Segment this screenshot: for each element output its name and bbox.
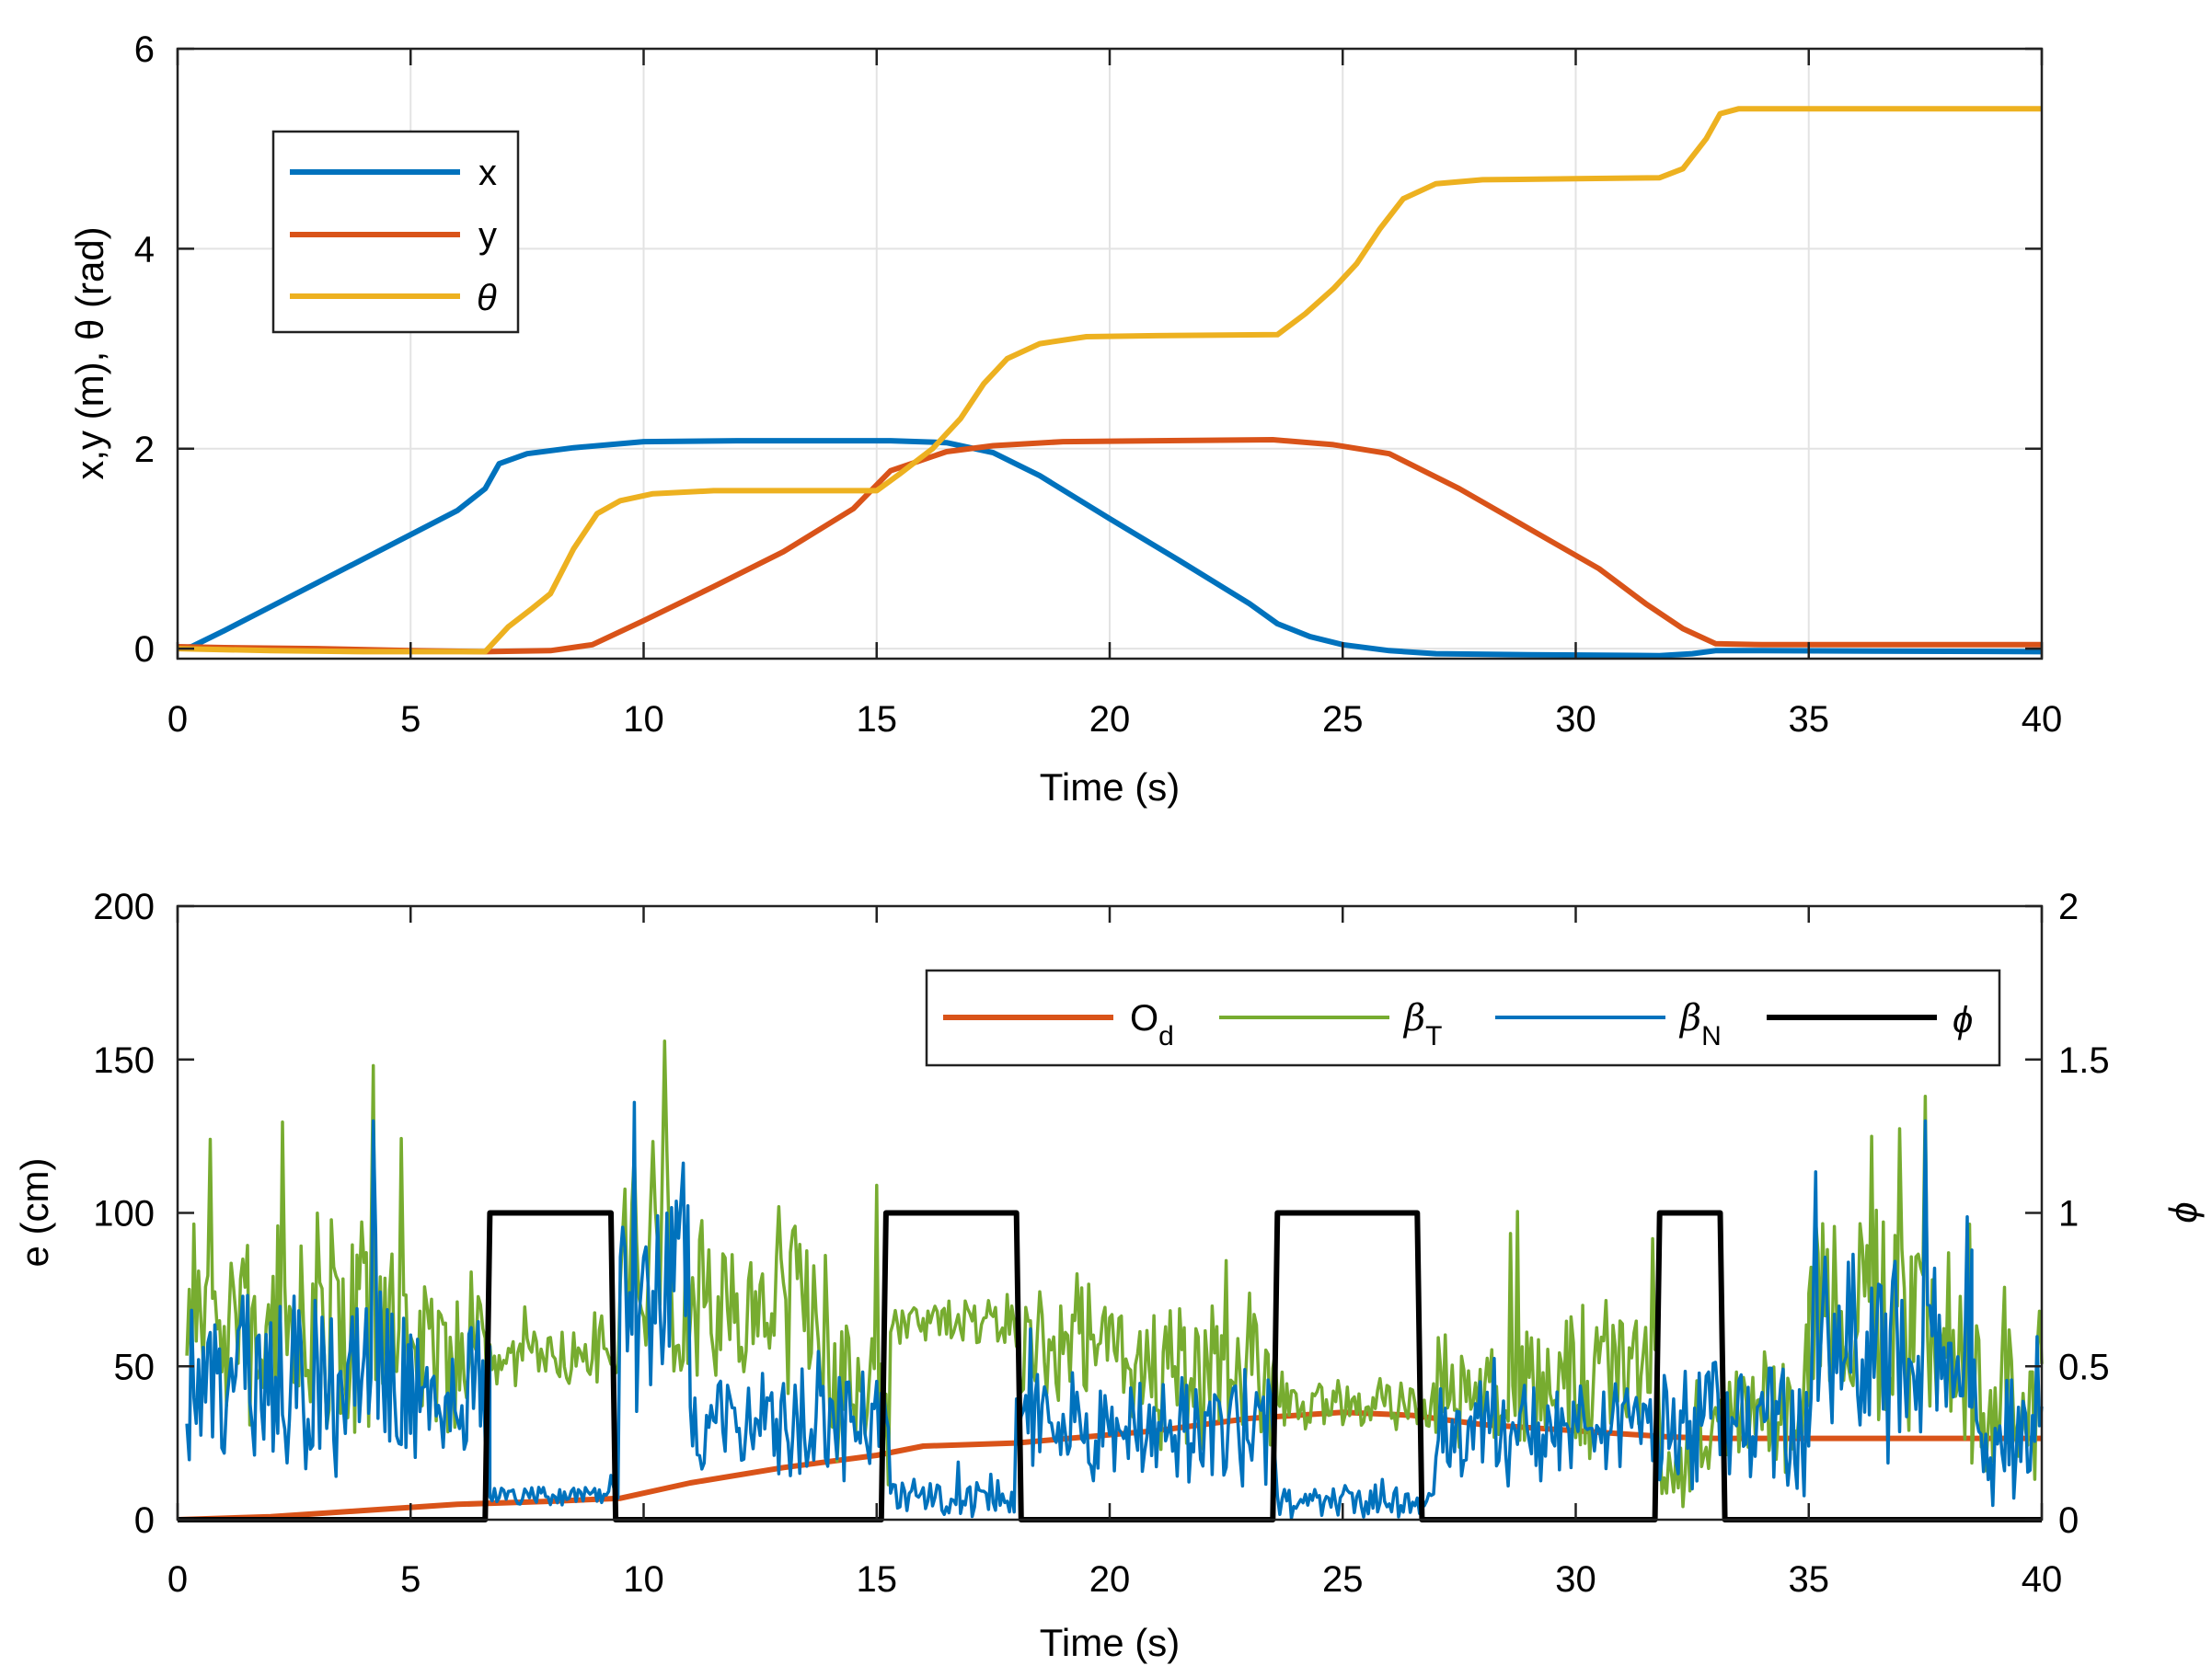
- legend-label-od: Od: [1130, 998, 1174, 1051]
- bottom-ytick-label-0: 0: [134, 1500, 155, 1541]
- legend-label-beta-t-base: β: [1402, 997, 1425, 1040]
- top-xtick-label-10: 10: [623, 699, 664, 740]
- bottom-xtick-label-5: 5: [400, 1559, 421, 1600]
- legend-label-theta: θ: [477, 278, 497, 318]
- bottom-xtick-label-35: 35: [1789, 1559, 1830, 1600]
- bottom-xtick-label-30: 30: [1555, 1559, 1596, 1600]
- legend-label-od-sub: d: [1158, 1021, 1174, 1051]
- top-series-y: [177, 437, 2042, 655]
- top-xtick-label-5: 5: [400, 699, 421, 740]
- top-chart-series: [177, 106, 2043, 659]
- top-xtick-label-30: 30: [1555, 699, 1596, 740]
- bottom-xtick-label-10: 10: [623, 1559, 664, 1600]
- top-chart-legend: x y θ: [271, 130, 520, 334]
- top-xtick-label-0: 0: [167, 699, 188, 740]
- top-ytick-label-0: 0: [134, 629, 155, 670]
- bottom-ytick-label-100: 100: [93, 1194, 155, 1235]
- top-chart-xlabel: Time (s): [1040, 765, 1180, 809]
- top-xtick-label-40: 40: [2022, 699, 2063, 740]
- bottom-xtick-label-25: 25: [1322, 1559, 1364, 1600]
- bottom-chart-ylabel: e (cm): [13, 1158, 56, 1268]
- bottom-chart-xlabel: Time (s): [1040, 1621, 1180, 1664]
- bottom-xtick-label-20: 20: [1089, 1559, 1131, 1600]
- top-chart-ticks: 0 5 10 15 20 25 30 35 40 0 2 4 6: [134, 29, 2063, 740]
- top-series-theta: [177, 106, 2042, 655]
- legend-label-beta-n: βN: [1678, 997, 1722, 1051]
- bottom-series-beta-n: [185, 1100, 2044, 1521]
- top-xtick-label-20: 20: [1089, 699, 1131, 740]
- bottom-xtick-label-15: 15: [857, 1559, 898, 1600]
- top-xtick-label-35: 35: [1789, 699, 1830, 740]
- legend-label-beta-t: βT: [1402, 997, 1442, 1051]
- legend-label-beta-t-sub: T: [1425, 1021, 1442, 1051]
- bottom-ytick-label-200: 200: [93, 887, 155, 927]
- legend-label-phi: ϕ: [1953, 1000, 1973, 1040]
- legend-label-beta-n-sub: N: [1701, 1021, 1722, 1051]
- top-xtick-label-15: 15: [857, 699, 898, 740]
- bottom-series-beta-t: [185, 1040, 2044, 1509]
- bottom-xtick-label-0: 0: [167, 1559, 188, 1600]
- bottom-chart-ylabel-right: ϕ: [2168, 1201, 2211, 1223]
- legend-label-x: x: [478, 153, 497, 193]
- bottom-chart: 0 5 10 15 20 25 30 35 40 0 50 100 150 200 0 0.5 1 1.5 2 Ti…: [13, 887, 2211, 1664]
- bottom-ytick-right-label-0.5: 0.5: [2058, 1347, 2110, 1387]
- bottom-ytick-right-label-0: 0: [2058, 1500, 2079, 1541]
- top-ytick-label-2: 2: [134, 430, 155, 470]
- bottom-ytick-right-label-2: 2: [2058, 887, 2079, 927]
- top-xtick-label-25: 25: [1322, 699, 1364, 740]
- bottom-chart-legend: Od βT βN ϕ: [925, 969, 2001, 1067]
- top-ytick-label-6: 6: [134, 29, 155, 70]
- top-chart-ylabel: x,y (m), θ (rad): [68, 226, 111, 479]
- bottom-xtick-label-40: 40: [2022, 1559, 2063, 1600]
- top-chart: 0 5 10 15 20 25 30 35 40 0 2 4 6 Time (s) x,y (m), θ…: [68, 29, 2062, 809]
- top-ytick-label-4: 4: [134, 229, 155, 270]
- bottom-chart-ticks: 0 5 10 15 20 25 30 35 40 0 50 100 150 200 0 0.5 1 1.5 2: [93, 887, 2109, 1600]
- legend-label-y: y: [478, 215, 497, 256]
- bottom-ytick-right-label-1: 1: [2058, 1194, 2079, 1235]
- bottom-ytick-label-150: 150: [93, 1040, 155, 1081]
- legend-label-beta-n-base: β: [1678, 997, 1701, 1040]
- bottom-ytick-label-50: 50: [114, 1347, 156, 1387]
- legend-label-od-base: O: [1130, 998, 1158, 1039]
- bottom-ytick-right-label-1.5: 1.5: [2058, 1040, 2110, 1081]
